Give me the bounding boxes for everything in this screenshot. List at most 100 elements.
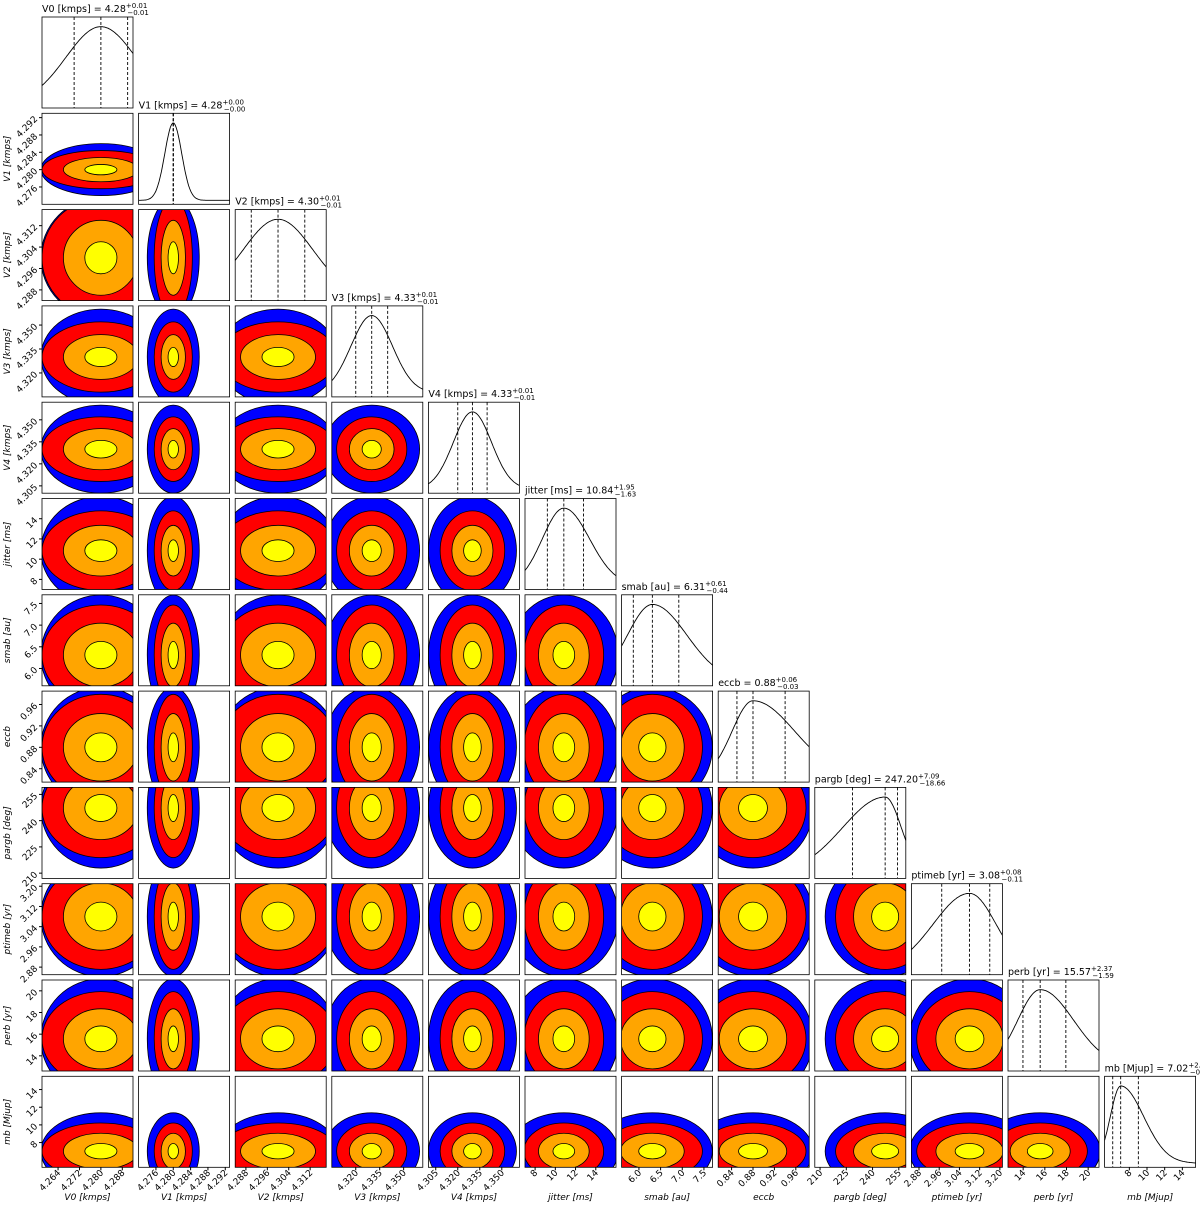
density-panel: [42, 308, 133, 397]
panel-frame: [331, 401, 424, 494]
x-tick-label: 8: [1123, 1168, 1134, 1179]
x-tick-label: 255: [885, 1168, 904, 1187]
y-axis-label: ptimeb [yr]: [3, 903, 13, 955]
panel-frame: [234, 401, 327, 494]
y-axis-label: perb [yr]: [3, 1005, 13, 1046]
density-panel: [621, 1112, 713, 1168]
panel-frame: [717, 1075, 810, 1168]
title-text: mb [Mjup] = 7.02: [1105, 1063, 1189, 1074]
y-tick-label: 7.0: [23, 622, 40, 639]
density-contour: [167, 439, 179, 459]
y-tick-label: 2.88: [19, 964, 40, 985]
x-axis-label: V0 [kmps]: [64, 1193, 111, 1203]
y-tick-label: 4.335: [15, 346, 40, 371]
panel-frame: [234, 305, 327, 398]
title-text: ptimeb [yr] = 3.08: [911, 871, 1000, 882]
y-axis-label: V4 [kmps]: [3, 424, 13, 471]
panel-frame: [331, 690, 424, 783]
error-plus: +0.01: [319, 195, 340, 203]
x-tick-label: 3.04: [943, 1168, 964, 1189]
density-contour: [361, 640, 382, 670]
density-panel: [718, 980, 810, 1071]
panel-frame: [331, 787, 424, 879]
density-panel: [146, 209, 200, 301]
density-panel: [42, 143, 133, 197]
panel-frame: [427, 690, 520, 783]
density-contour: [361, 1025, 382, 1053]
histogram-panel: [428, 402, 520, 494]
panel-frame: [138, 498, 231, 590]
panel-frame: [138, 112, 231, 205]
x-tick-label: 3.12: [964, 1168, 985, 1189]
title-text: jitter [ms] = 10.84: [524, 486, 613, 497]
error-plus: +0.00: [222, 98, 243, 106]
y-tick-label: 10: [25, 556, 40, 571]
y-tick-label: 10: [25, 1122, 40, 1137]
density-contour: [638, 1025, 667, 1053]
density-panel: [428, 883, 517, 975]
density-panel: [331, 594, 420, 686]
y-tick-label: 4.320: [15, 461, 40, 486]
density-panel: [911, 1112, 1003, 1168]
density-panel: [621, 787, 713, 869]
x-axis-label: V1 [kmps]: [161, 1193, 208, 1203]
error-plus: +2.37: [1091, 965, 1112, 973]
histogram-panel: [717, 691, 810, 783]
histogram-panel: [138, 113, 230, 205]
density-contour: [638, 1143, 667, 1160]
density-panel: [331, 787, 420, 869]
density-contour: [738, 1143, 768, 1160]
panel-title: V4 [kmps] = 4.33+0.01 −0.01: [428, 387, 535, 402]
panel-frame: [234, 594, 327, 687]
density-contour: [84, 241, 118, 275]
density-panel: [235, 308, 327, 397]
panel-frame: [911, 883, 1003, 976]
title-text: pargb [deg] = 247.20: [815, 774, 918, 785]
panel-frame: [41, 787, 134, 879]
error-minus: −0.01: [514, 394, 535, 402]
error-plus: +0.01: [512, 387, 533, 395]
density-panel: [146, 308, 200, 397]
panel-frame: [1104, 1075, 1196, 1168]
panel-frame: [621, 690, 713, 783]
density-contour: [1026, 1143, 1054, 1160]
density-contour: [463, 1143, 482, 1160]
x-axis-label: V4 [kmps]: [451, 1193, 498, 1203]
panel-frame: [814, 979, 907, 1072]
x-tick-label: 4.288: [226, 1168, 251, 1193]
density-contour: [261, 1143, 295, 1160]
density-contour: [463, 732, 482, 763]
density-contour: [167, 640, 179, 670]
histogram-curve: [331, 315, 424, 390]
density-panel: [331, 980, 420, 1071]
y-tick-label: 240: [21, 818, 40, 837]
y-tick-label: 8: [29, 576, 40, 587]
y-tick-label: 0.92: [19, 723, 40, 744]
panel-frame: [138, 209, 231, 302]
histogram-panel: [911, 883, 1003, 975]
panel-frame: [814, 883, 907, 976]
density-panel: [525, 1112, 616, 1168]
x-tick-label: 8: [529, 1168, 540, 1179]
panel-frame: [1007, 1075, 1100, 1168]
y-tick-label: 20: [25, 988, 40, 1003]
error-minus: −0.03: [777, 683, 798, 691]
density-contour: [261, 539, 295, 562]
density-contour: [261, 439, 295, 459]
histogram-panel: [621, 594, 713, 686]
x-tick-label: 6.5: [649, 1168, 666, 1185]
density-contour: [954, 1143, 985, 1160]
y-tick-label: 8: [29, 1139, 40, 1150]
density-panel: [824, 1112, 906, 1168]
x-axis-label: mb [Mjup]: [1127, 1193, 1174, 1203]
y-axis-label: eccb: [3, 726, 13, 747]
error-plus: +0.01: [126, 2, 147, 10]
density-contour: [552, 901, 576, 932]
error-minus: −0.00: [224, 105, 245, 113]
density-panel: [146, 1112, 200, 1168]
panel-frame: [621, 979, 713, 1072]
x-tick-label: 4.335: [360, 1168, 385, 1193]
panel-frame: [138, 1075, 231, 1168]
panel-title: pargb [deg] = 247.20+7.09 −18.66: [815, 772, 946, 787]
